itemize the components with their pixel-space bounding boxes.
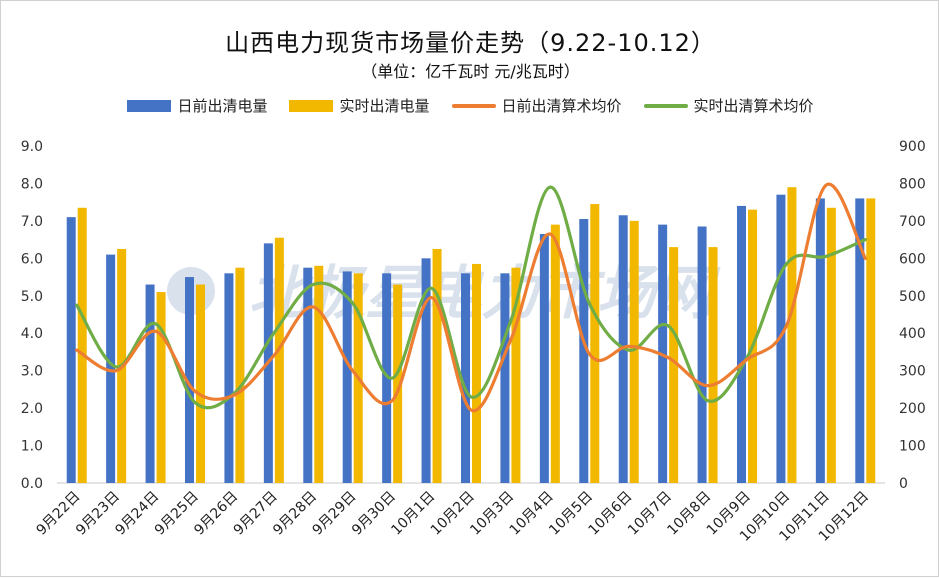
- bar-day-ahead-volume: [776, 194, 786, 483]
- bar-day-ahead-volume: [342, 271, 352, 483]
- bar-day-ahead-volume: [500, 273, 510, 483]
- legend-swatch-day-ahead-volume: [127, 99, 172, 112]
- bar-realtime-volume: [629, 220, 639, 483]
- y-right-tick-label: 200: [899, 401, 926, 417]
- bar-day-ahead-volume: [855, 198, 865, 483]
- bar-realtime-volume: [708, 247, 718, 483]
- bar-realtime-volume: [156, 292, 166, 483]
- bar-day-ahead-volume: [697, 226, 707, 483]
- legend-label-realtime-volume: 实时出清电量: [339, 97, 430, 115]
- y-left-tick-label: 1.0: [21, 439, 43, 455]
- legend-swatch-realtime-volume: [289, 99, 334, 112]
- bar-realtime-volume: [196, 284, 205, 483]
- chart-title: 山西电力现货市场量价走势（9.22-10.12）: [225, 29, 716, 57]
- bar-day-ahead-volume: [539, 233, 549, 483]
- legend-label-realtime-price: 实时出清算术均价: [693, 97, 814, 115]
- bar-realtime-volume: [866, 198, 876, 483]
- bar-realtime-volume: [590, 204, 600, 484]
- bar-realtime-volume: [274, 237, 284, 483]
- bar-day-ahead-volume: [382, 273, 392, 483]
- bar-realtime-volume: [550, 224, 560, 483]
- line-day-ahead-price: [75, 182, 867, 413]
- bar-realtime-volume: [511, 267, 521, 483]
- watermark-text: 北极星电力市场网: [249, 259, 721, 327]
- bar-day-ahead-volume: [106, 254, 116, 483]
- y-left-tick-label: 7.0: [21, 214, 43, 230]
- y-right-tick-label: 700: [899, 214, 926, 230]
- y-right-tick-label: 800: [899, 176, 926, 192]
- legend: 日前出清电量 实时出清电量 日前出清算术均价 实时出清算术均价: [1, 95, 939, 116]
- bar-realtime-volume: [472, 263, 481, 483]
- legend-swatch-realtime-price: [643, 103, 688, 108]
- legend-label-day-ahead-price: 日前出清算术均价: [501, 97, 622, 115]
- bar-day-ahead-volume: [224, 273, 234, 483]
- y-right-tick-label: 600: [899, 251, 926, 267]
- legend-item-realtime-volume: 实时出清电量: [289, 95, 430, 116]
- y-right-tick-label: 100: [899, 439, 926, 455]
- bar-day-ahead-volume: [579, 219, 589, 483]
- y-left-tick-label: 0.0: [21, 476, 43, 492]
- legend-item-realtime-price: 实时出清算术均价: [643, 95, 814, 116]
- y-left-tick-label: 5.0: [21, 289, 43, 305]
- bar-realtime-volume: [826, 207, 836, 484]
- bar-day-ahead-volume: [303, 267, 313, 483]
- bar-day-ahead-volume: [421, 258, 431, 483]
- bar-realtime-volume: [669, 247, 679, 483]
- bar-day-ahead-volume: [815, 198, 825, 483]
- y-right-tick-label: 900: [899, 139, 926, 155]
- bar-realtime-volume: [787, 187, 797, 483]
- bar-realtime-volume: [393, 284, 403, 483]
- y-left-tick-label: 6.0: [21, 251, 43, 267]
- legend-item-day-ahead-price: 日前出清算术均价: [451, 95, 622, 116]
- y-right-tick-label: 300: [899, 364, 926, 380]
- bar-realtime-volume: [77, 207, 87, 484]
- line-realtime-price: [75, 185, 867, 410]
- bar-realtime-volume: [432, 248, 442, 483]
- bar-realtime-volume: [235, 267, 245, 483]
- bar-day-ahead-volume: [66, 217, 76, 483]
- bar-day-ahead-volume: [185, 277, 194, 483]
- bar-day-ahead-volume: [145, 284, 155, 483]
- y-left-tick-label: 9.0: [21, 139, 43, 155]
- y-right-tick-label: 500: [899, 289, 926, 305]
- y-left-tick-label: 8.0: [21, 176, 43, 192]
- y-right-tick-label: 400: [899, 326, 926, 342]
- legend-swatch-day-ahead-price: [451, 103, 496, 108]
- bar-day-ahead-volume: [737, 205, 746, 483]
- y-left-tick-label: 2.0: [21, 401, 43, 417]
- bar-day-ahead-volume: [461, 273, 470, 483]
- legend-label-day-ahead-volume: 日前出清电量: [177, 97, 268, 115]
- y-right-tick-label: 0: [899, 476, 908, 492]
- chart-subtitle: （单位：亿千瓦时 元/兆瓦时）: [361, 62, 580, 81]
- legend-item-day-ahead-volume: 日前出清电量: [127, 95, 267, 116]
- bar-realtime-volume: [314, 265, 324, 483]
- y-left-tick-label: 3.0: [21, 364, 43, 380]
- y-left-tick-label: 4.0: [21, 326, 43, 342]
